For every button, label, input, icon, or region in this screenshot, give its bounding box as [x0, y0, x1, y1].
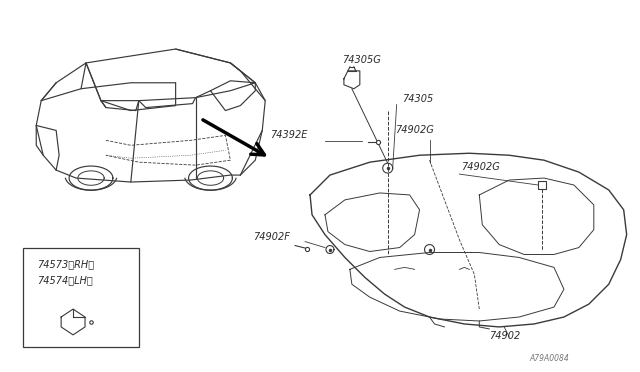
- Text: 74392E: 74392E: [270, 130, 308, 140]
- Text: 74305G: 74305G: [342, 55, 381, 65]
- Text: 74902G: 74902G: [395, 125, 433, 135]
- Text: 74574〈LH〉: 74574〈LH〉: [37, 275, 93, 285]
- Text: 74902G: 74902G: [461, 162, 500, 172]
- Text: A79A0084: A79A0084: [529, 354, 569, 363]
- Text: 74305: 74305: [402, 94, 433, 104]
- Text: 74573〈RH〉: 74573〈RH〉: [37, 259, 94, 269]
- Text: 74902F: 74902F: [253, 232, 290, 241]
- Bar: [538, 181, 546, 189]
- Text: 74902: 74902: [489, 331, 520, 341]
- Bar: [23, 247, 139, 347]
